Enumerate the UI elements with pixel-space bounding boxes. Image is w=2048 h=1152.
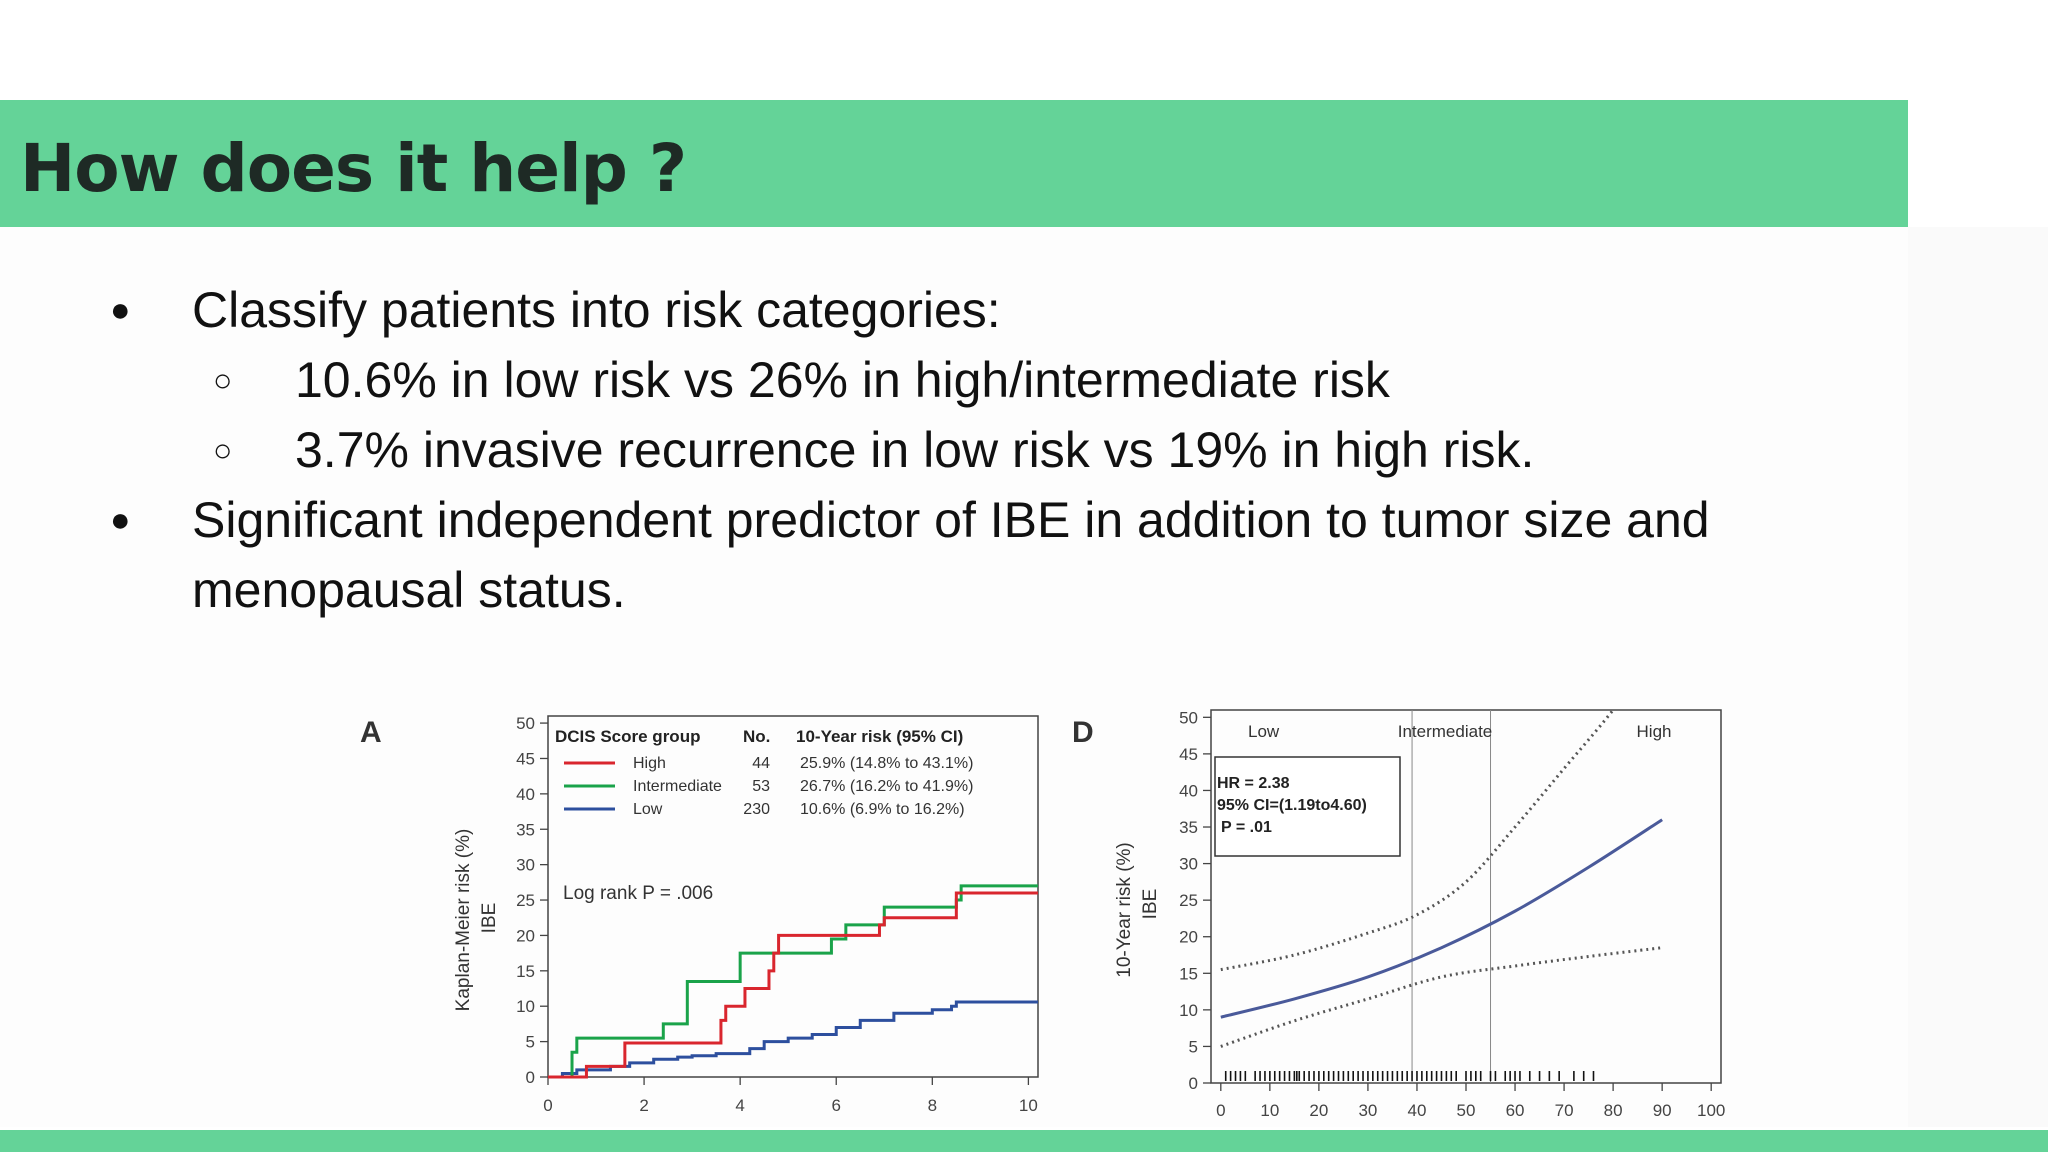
region-label: Low	[1248, 722, 1280, 741]
bullet-marker: ●	[110, 501, 131, 539]
y-tick-label: 35	[1179, 818, 1198, 837]
stats-line: P = .01	[1221, 819, 1272, 836]
x-tick-label: 20	[1309, 1101, 1328, 1120]
km-series-line	[548, 891, 1038, 1079]
y-tick-label: 15	[1179, 964, 1198, 983]
km-series-line	[548, 884, 1038, 1079]
risk-curve-panel-d: D Low Intermediate High 0 5 10 15 20 25 30 35 40 45 50…	[1072, 708, 1725, 1120]
y-tick-label: 15	[516, 962, 535, 981]
bullet-text: Significant independent predictor of IBE…	[192, 492, 1710, 548]
panel-label: D	[1072, 716, 1094, 749]
plot-frame	[547, 715, 1039, 1078]
y-tick-label: 30	[1179, 855, 1198, 874]
right-margin	[1908, 227, 2048, 1127]
ci-bound-line	[1220, 946, 1663, 1048]
panel-label: A	[360, 716, 382, 749]
legend-label: High	[633, 755, 666, 772]
y-tick-label: 0	[526, 1068, 535, 1087]
y-tick-label: 40	[516, 785, 535, 804]
y-axis-label: Kaplan-Meier risk (%)	[453, 829, 474, 1012]
legend-risk: 25.9% (14.8% to 43.1%)	[800, 755, 973, 772]
bullet-text: 3.7% invasive recurrence in low risk vs …	[295, 422, 1535, 478]
x-tick-label: 70	[1555, 1101, 1574, 1120]
x-tick-label: 50	[1457, 1101, 1476, 1120]
y-tick-label: 45	[516, 749, 535, 768]
legend-label: Low	[633, 801, 663, 818]
y-tick-label: 50	[1179, 708, 1198, 727]
stats-line: 95% CI=(1.19to4.60)	[1217, 797, 1367, 814]
x-tick-label: 0	[543, 1096, 552, 1115]
region-label: High	[1637, 722, 1672, 741]
x-tick-label: 4	[735, 1096, 744, 1115]
sub-bullet-marker: ○	[213, 432, 233, 468]
y-axis-label-sub: IBE	[1140, 889, 1161, 920]
y-tick-label: 25	[516, 891, 535, 910]
y-tick-label: 50	[516, 714, 535, 733]
x-tick-label: 10	[1260, 1101, 1279, 1120]
legend-risk: 26.7% (16.2% to 41.9%)	[800, 778, 973, 795]
x-tick-label: 100	[1697, 1101, 1725, 1120]
risk-curve-line	[1220, 818, 1663, 1019]
y-tick-label: 5	[1189, 1037, 1198, 1056]
y-tick-label: 10	[1179, 1001, 1198, 1020]
y-tick-label: 35	[516, 820, 535, 839]
slide-body	[0, 227, 1908, 1127]
stats-box	[1214, 756, 1401, 857]
y-tick-label: 25	[1179, 891, 1198, 910]
y-axis-label-sub: IBE	[479, 903, 500, 934]
ci-bound-line	[1220, 710, 1616, 972]
x-tick-label: 10	[1019, 1096, 1038, 1115]
slide-title: How does it help ?	[20, 130, 687, 207]
x-tick-label: 40	[1408, 1101, 1427, 1120]
y-tick-label: 20	[516, 926, 535, 945]
region-label: Intermediate	[1398, 722, 1493, 741]
y-tick-label: 0	[1189, 1074, 1198, 1093]
y-tick-label: 30	[516, 856, 535, 875]
bullet-text: menopausal status.	[192, 562, 626, 618]
y-tick-label: 10	[516, 997, 535, 1016]
y-tick-label: 5	[526, 1033, 535, 1052]
annotation: Log rank P = .006	[563, 883, 713, 904]
legend-count: 44	[752, 755, 770, 772]
stats-line: HR = 2.38	[1217, 775, 1290, 792]
y-axis-label: 10-Year risk (%)	[1114, 842, 1135, 978]
x-tick-label: 0	[1216, 1101, 1225, 1120]
y-tick-label: 45	[1179, 745, 1198, 764]
legend-header: DCIS Score group	[555, 727, 700, 746]
x-tick-label: 30	[1358, 1101, 1377, 1120]
y-tick-label: 40	[1179, 781, 1198, 800]
bullet-text: Classify patients into risk categories:	[192, 282, 1001, 338]
bullet-marker: ●	[110, 291, 131, 329]
sub-bullet-marker: ○	[213, 362, 233, 398]
y-tick-label: 20	[1179, 928, 1198, 947]
legend-label: Intermediate	[633, 778, 722, 795]
x-tick-label: 90	[1653, 1101, 1672, 1120]
km-chart-panel-a: A 0 5 10 15 20 25 30 35 40 45 50 0 2 4 6 8 10 Kaplan-Meier…	[360, 714, 1039, 1115]
title-band: How does it help ?	[0, 100, 1908, 227]
x-tick-label: 2	[639, 1096, 648, 1115]
legend-header: No.	[743, 727, 770, 746]
legend-risk: 10.6% (6.9% to 16.2%)	[800, 801, 965, 818]
bullet-text: 10.6% in low risk vs 26% in high/interme…	[295, 352, 1390, 408]
legend-count: 53	[752, 778, 770, 795]
bottom-band	[0, 1130, 2048, 1152]
x-tick-label: 60	[1506, 1101, 1525, 1120]
legend-count: 230	[743, 801, 770, 818]
x-tick-label: 6	[832, 1096, 841, 1115]
legend-header: 10-Year risk (95% CI)	[796, 727, 963, 746]
x-tick-label: 80	[1604, 1101, 1623, 1120]
curves	[1220, 710, 1663, 1048]
x-tick-label: 8	[928, 1096, 937, 1115]
